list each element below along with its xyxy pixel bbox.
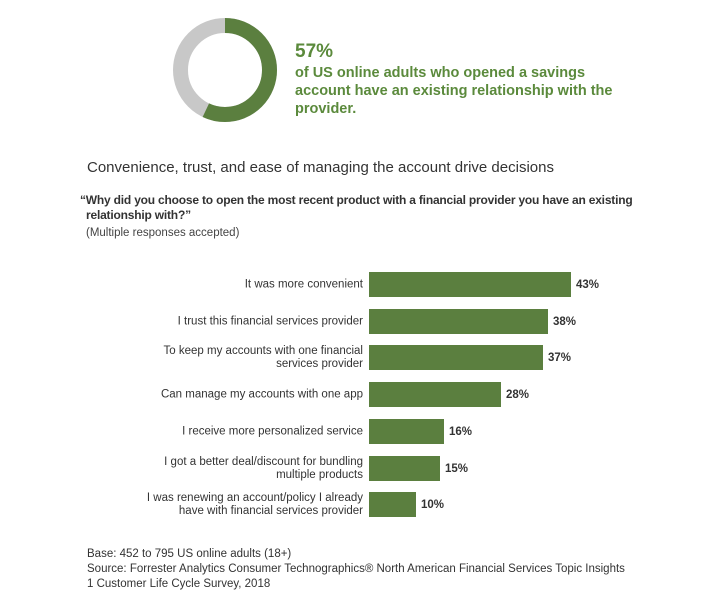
chart-title: Convenience, trust, and ease of managing… [87,159,554,176]
bar [369,272,571,297]
bar-value-label: 37% [548,352,572,364]
bar-row: I receive more personalized service 16% [0,419,706,445]
bar [369,456,440,481]
bar [369,492,416,517]
question-line-2: relationship with?” [86,208,191,222]
bar [369,309,548,334]
chart-footer: Base: 452 to 795 US online adults (18+) … [87,547,625,592]
bar-label: I was renewing an account/policy I alrea… [103,492,363,518]
source-line-2: 1 Customer Life Cycle Survey, 2018 [87,578,271,590]
bar-label: I got a better deal/discount for bundlin… [103,456,363,482]
bar-label-line-1: To keep my accounts with one financial [163,345,363,357]
bar-label-line-1: I was renewing an account/policy I alrea… [146,492,363,504]
bar-label-line-1: Can manage my accounts with one app [160,388,363,401]
bar-label: It was more convenient [103,279,363,292]
bar-label: I receive more personalized service [103,426,363,439]
survey-question: “Why did you choose to open the most rec… [80,193,660,223]
bar-row: It was more convenient 43% [0,272,706,298]
bar-value-label: 10% [421,499,445,511]
question-line-1: “Why did you choose to open the most rec… [80,193,633,207]
bar [369,382,501,407]
bar-row: I was renewing an account/policy I alrea… [0,492,706,518]
bar-row: I got a better deal/discount for bundlin… [0,456,706,482]
bar-label: To keep my accounts with one financial se… [103,345,363,371]
headline-description: of US online adults who opened a savings… [295,65,613,117]
bar-value-label: 28% [506,389,530,401]
bar [369,419,444,444]
bar-row: I trust this financial services provider… [0,309,706,335]
source-line-1: Source: Forrester Analytics Consumer Tec… [87,563,625,575]
bar-value-label: 15% [445,463,469,475]
bar-label-line-1: I receive more personalized service [182,425,363,438]
base-note: Base: 452 to 795 US online adults (18+) [87,548,292,560]
headline-percent: 57% [295,41,334,62]
donut-filled-segment [173,18,277,122]
bar-value-label: 43% [576,279,600,291]
bar-label-line-2: have with financial services provider [178,505,363,517]
responses-note: (Multiple responses accepted) [86,227,240,239]
bar-row: To keep my accounts with one financial se… [0,345,706,371]
bar-label-line-2: services provider [276,358,363,370]
bar-label-line-1: I got a better deal/discount for bundlin… [164,456,363,468]
bar-label-line-1: It was more convenient [244,278,363,291]
bar-label-line-2: multiple products [276,469,363,481]
headline-stat: 57% of US online adults who opened a sav… [295,42,615,118]
bar [369,345,543,370]
bar-label: Can manage my accounts with one app [103,389,363,402]
bar-label: I trust this financial services provider [103,316,363,329]
bar-value-label: 16% [449,426,473,438]
bar-value-label: 38% [553,316,577,328]
donut-chart [173,18,277,122]
bar-row: Can manage my accounts with one app 28% [0,382,706,408]
bar-label-line-1: I trust this financial services provider [177,315,363,328]
